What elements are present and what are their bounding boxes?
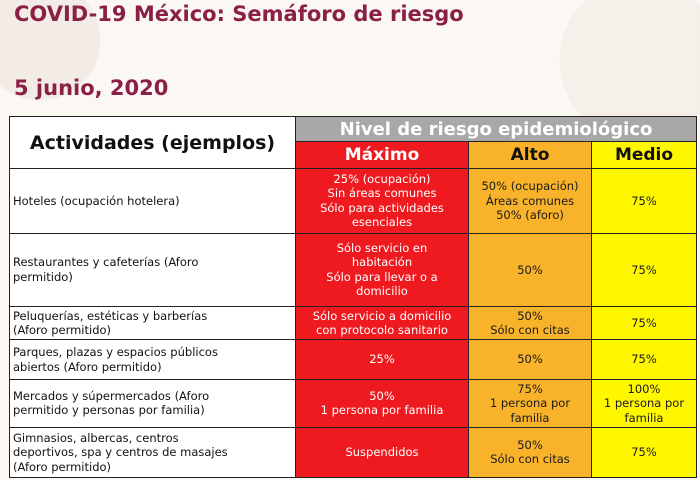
cell-text: 75% bbox=[631, 352, 657, 367]
activity-cell: Parques, plazas y espacios públicos abier… bbox=[9, 339, 296, 380]
cell-text: Hoteles (ocupación hotelera) bbox=[13, 193, 180, 208]
cell-text: Sin áreas comunes bbox=[327, 186, 437, 201]
cell-text: (Aforo permitido) bbox=[13, 459, 112, 474]
level-alto: Alto bbox=[468, 141, 592, 169]
cell-text: 75% bbox=[631, 315, 657, 330]
activity-cell: Restaurantes y cafeterías (Aforo permitid… bbox=[9, 232, 296, 307]
cell-text: 1 persona por bbox=[603, 396, 685, 411]
maximo-cell: 25% bbox=[295, 339, 469, 380]
medio-cell: 75% bbox=[591, 305, 697, 341]
level-maximo: Máximo bbox=[295, 141, 469, 169]
header-row-levels: Máximo Alto Medio bbox=[10, 141, 697, 169]
maximo-cell: Suspendidos bbox=[295, 426, 469, 479]
alto-cell: 75% 1 persona por familia bbox=[468, 378, 592, 428]
cell-text: 1 persona por bbox=[489, 396, 571, 411]
cell-text: 50% bbox=[517, 308, 543, 323]
cell-text: con protocolo sanitario bbox=[316, 322, 448, 337]
alto-cell: 50% bbox=[468, 232, 592, 307]
activity-cell: Mercados y súpermercados (Aforo permitido… bbox=[9, 378, 296, 428]
cell-text: habitación bbox=[351, 255, 413, 270]
cell-text: Restaurantes y cafeterías (Aforo bbox=[13, 255, 199, 270]
cell-text: Sólo con citas bbox=[490, 452, 570, 467]
cell-text: Mercados y súpermercados (Aforo bbox=[13, 388, 210, 403]
activity-cell: Hoteles (ocupación hotelera) bbox=[9, 168, 296, 234]
alto-cell: 50% (ocupación) Áreas comunes 50% (aforo) bbox=[468, 168, 592, 234]
cell-text: 100% bbox=[627, 381, 661, 396]
cell-text: abiertos (Aforo permitido) bbox=[13, 359, 162, 374]
table-row: Parques, plazas y espacios públicos abier… bbox=[9, 339, 697, 380]
activity-cell: Peluquerías, estéticas y barberías (Aforo… bbox=[9, 305, 296, 341]
activity-cell: Gimnasios, albercas, centros deportivos, … bbox=[9, 426, 296, 479]
cell-text: familia bbox=[510, 410, 550, 425]
medio-cell: 75% bbox=[591, 339, 697, 380]
table-row: Mercados y súpermercados (Aforo permitido… bbox=[9, 378, 697, 428]
page-date: 5 junio, 2020 bbox=[14, 76, 169, 100]
level-medio: Medio bbox=[591, 141, 697, 169]
cell-text: deportivos, spa y centros de masajes bbox=[13, 445, 228, 460]
header-row-top: Actividades (ejemplos) Nivel de riesgo e… bbox=[9, 116, 697, 169]
table-row: Hoteles (ocupación hotelera) 25% (ocupaci… bbox=[9, 168, 697, 234]
activities-header: Actividades (ejemplos) bbox=[9, 116, 296, 169]
cell-text: 50% bbox=[517, 438, 543, 453]
cell-text: 50% bbox=[517, 352, 543, 367]
cell-text: Áreas comunes bbox=[485, 193, 575, 208]
cell-text: (Aforo permitido) bbox=[13, 322, 112, 337]
medio-cell: 100% 1 persona por familia bbox=[591, 378, 697, 428]
medio-cell: 75% bbox=[591, 232, 697, 307]
cell-text: Gimnasios, albercas, centros bbox=[13, 430, 179, 445]
cell-text: 1 persona por familia bbox=[320, 403, 444, 418]
maximo-cell: 25% (ocupación) Sin áreas comunes Sólo par… bbox=[295, 168, 469, 234]
cell-text: Suspendidos bbox=[345, 445, 419, 460]
cell-text: 75% bbox=[631, 445, 657, 460]
cell-text: 75% bbox=[631, 262, 657, 277]
cell-text: Sólo servicio a domicilio bbox=[312, 308, 452, 323]
cell-text: Sólo con citas bbox=[490, 322, 570, 337]
cell-text: Sólo para llevar o a bbox=[326, 269, 438, 284]
cell-text: 50% (aforo) bbox=[496, 208, 564, 223]
cell-text: 25% (ocupación) bbox=[333, 172, 431, 187]
cell-text: familia bbox=[624, 410, 664, 425]
cell-text: 50% bbox=[369, 388, 395, 403]
alto-cell: 50% bbox=[468, 339, 592, 380]
cell-text: Sólo para actividades bbox=[320, 200, 444, 215]
cell-text: 75% bbox=[631, 193, 657, 208]
risk-level-header: Nivel de riesgo epidemiológico bbox=[295, 116, 697, 142]
cell-text: 50% (ocupación) bbox=[481, 179, 579, 194]
cell-text: domicilio bbox=[356, 284, 408, 299]
maximo-cell: 50% 1 persona por familia bbox=[295, 378, 469, 428]
cell-text: Parques, plazas y espacios públicos bbox=[13, 345, 218, 360]
cell-text: Sólo servicio en bbox=[336, 241, 428, 255]
table-row: Gimnasios, albercas, centros deportivos, … bbox=[9, 426, 697, 479]
maximo-cell: Sólo servicio a domicilio con protocolo s… bbox=[295, 305, 469, 341]
cell-text: esenciales bbox=[351, 215, 413, 230]
risk-table: Actividades (ejemplos) Nivel de riesgo e… bbox=[9, 116, 697, 479]
table-row: Peluquerías, estéticas y barberías (Aforo… bbox=[9, 305, 697, 341]
cell-text: 75% bbox=[517, 381, 543, 396]
cell-text: 50% bbox=[517, 262, 543, 277]
maximo-cell: Sólo servicio en habitación Sólo para llev… bbox=[295, 232, 469, 307]
alto-cell: 50% Sólo con citas bbox=[468, 305, 592, 341]
medio-cell: 75% bbox=[591, 168, 697, 234]
cell-text: permitido y personas por familia) bbox=[13, 403, 205, 418]
cell-text: 25% bbox=[369, 352, 395, 367]
cell-text: Peluquerías, estéticas y barberías bbox=[13, 308, 208, 323]
page-title: COVID-19 México: Semáforo de riesgo bbox=[14, 2, 464, 26]
medio-cell: 75% bbox=[591, 426, 697, 479]
table-row: Restaurantes y cafeterías (Aforo permitid… bbox=[9, 232, 697, 307]
cell-text: permitido) bbox=[13, 269, 73, 284]
alto-cell: 50% Sólo con citas bbox=[468, 426, 592, 479]
